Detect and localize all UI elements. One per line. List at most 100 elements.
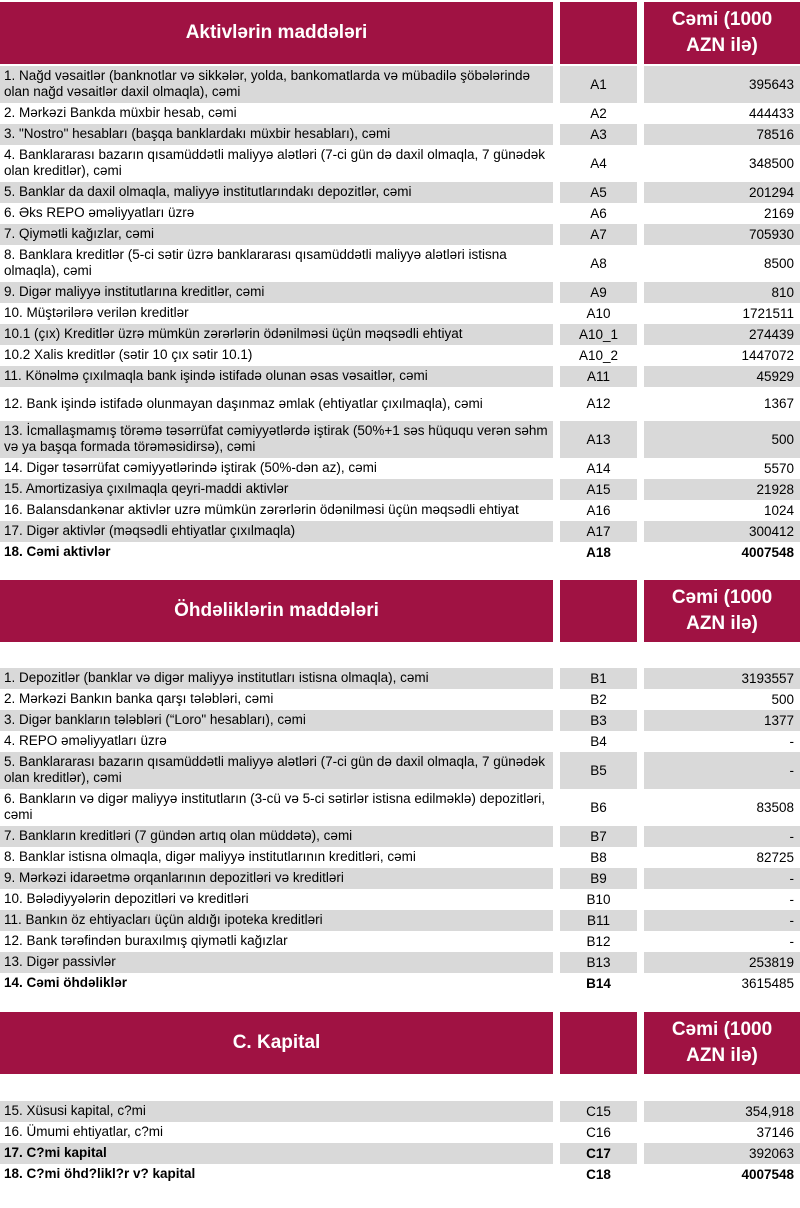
row-value: 4007548 [741, 1166, 794, 1182]
row-value: 500 [644, 420, 800, 458]
table-row: 16. Ümumi ehtiyatlar, c?mi C16 37146 [0, 1122, 800, 1143]
row-label: 16. Balansdankənar aktivlər uzrə mümkün … [4, 502, 519, 518]
row-value: 21928 [644, 478, 800, 500]
row-code: B5 [560, 751, 637, 789]
row-value: 1377 [644, 709, 800, 731]
row-label: 3. Digər bankların tələbləri (“Loro" hes… [0, 709, 553, 731]
row-label: 2. Mərkəzi Bankda müxbir hesab, cəmi [4, 105, 237, 121]
table-row: 8. Banklar istisna olmaqla, digər maliyy… [0, 847, 800, 868]
row-code: C18 [586, 1166, 611, 1182]
row-code: A10_2 [578, 347, 619, 363]
row-code: A1 [560, 66, 637, 103]
row-value: 395643 [644, 66, 800, 103]
row-label: 17. C?mi kapital [0, 1142, 553, 1164]
table-row: 5. Banklararası bazarın qısamüddətli mal… [0, 751, 800, 789]
row-label: 10.2 Xalis kreditlər (sətir 10 çıx sətir… [4, 347, 253, 363]
table-row: 8. Banklara kreditlər (5-ci sətir üzrə b… [0, 245, 800, 282]
row-code: A9 [560, 281, 637, 303]
table-row: 10. Bələdiyyələrin depozitləri və kredit… [0, 889, 800, 910]
row-code: A2 [590, 105, 607, 121]
row-label: 9. Digər maliyyə institutlarına kreditlə… [0, 281, 553, 303]
row-code: B9 [560, 867, 637, 889]
table-row: 3. "Nostro" hesabları (başqa banklardakı… [0, 123, 800, 145]
row-label: 17. Digər aktivlər (məqsədli ehtiyatlar … [0, 520, 553, 542]
row-value: - [644, 825, 800, 847]
row-value: 201294 [644, 181, 800, 203]
row-code: C16 [586, 1124, 611, 1140]
row-code: A4 [590, 155, 607, 171]
row-label: 5. Banklar da daxil olmaqla, maliyyə ins… [0, 181, 553, 203]
table-row: 2. Mərkəzi Bankda müxbir hesab, cəmi A2 … [0, 103, 800, 124]
row-label: 6. Əks REPO əməliyyatları üzrə [4, 205, 195, 221]
row-value: - [644, 751, 800, 789]
capital-unit-header: Cəmi (1000 AZN ilə) [644, 1011, 800, 1074]
row-code: A14 [586, 460, 611, 476]
section-liabilities: Öhdəliklərin maddələri Cəmi (1000 AZN il… [0, 579, 800, 994]
assets-section-title: Aktivlərin maddələri [0, 2, 553, 64]
row-code: A11 [560, 365, 637, 387]
row-label: 1. Depozitlər (banklar və digər maliyyə … [0, 667, 553, 689]
table-row: 4. REPO əməliyyatları üzrə B4 - [0, 731, 800, 752]
row-code: A10_1 [560, 323, 637, 345]
row-value: 82725 [756, 849, 794, 865]
liabilities-rows: 1. Depozitlər (banklar və digər maliyyə … [0, 667, 800, 994]
row-code: B13 [560, 951, 637, 973]
row-code: B3 [560, 709, 637, 731]
table-row: 10.1 (çıx) Kreditlər üzrə mümkün zərərlə… [0, 323, 800, 345]
assets-unit-header: Cəmi (1000 AZN ilə) [644, 2, 800, 64]
row-value: 5570 [763, 460, 794, 476]
row-code: B11 [560, 909, 637, 931]
row-label: 12. Bank işində istifadə olunmayan daşın… [4, 395, 483, 411]
row-value: 8500 [763, 255, 794, 271]
table-row: 10. Müştərilərə verilən kreditlər A10 17… [0, 303, 800, 324]
row-code: C15 [560, 1100, 637, 1122]
row-value: 78516 [644, 123, 800, 145]
row-value: - [644, 867, 800, 889]
row-label: 9. Mərkəzi idarəetmə orqanlarının depozi… [0, 867, 553, 889]
row-value: 274439 [644, 323, 800, 345]
row-code: A16 [586, 502, 611, 518]
row-value: 348500 [748, 155, 794, 171]
row-code: B7 [560, 825, 637, 847]
row-code: B8 [590, 849, 607, 865]
row-value: 1024 [763, 502, 794, 518]
row-value: 83508 [756, 799, 794, 815]
row-label: 7. Bankların kreditləri (7 gündən artıq … [0, 825, 553, 847]
table-row: 3. Digər bankların tələbləri (“Loro" hes… [0, 709, 800, 731]
row-label: 5. Banklararası bazarın qısamüddətli mal… [0, 751, 553, 789]
row-label: 4. REPO əməliyyatları üzrə [4, 733, 167, 749]
row-code: B4 [590, 733, 607, 749]
table-row: 15. Xüsusi kapital, c?mi C15 354,918 [0, 1100, 800, 1122]
row-value: 810 [644, 281, 800, 303]
row-value: - [789, 933, 795, 949]
row-value: 3615485 [741, 975, 794, 991]
assets-header-bar: Aktivlərin maddələri Cəmi (1000 AZN ilə) [0, 2, 800, 64]
row-code: A12 [586, 396, 611, 412]
liabilities-header-bar: Öhdəliklərin maddələri Cəmi (1000 AZN il… [0, 579, 800, 642]
row-label: 13. Digər passivlər [0, 951, 553, 973]
row-label: 11. Bankın öz ehtiyacları üçün aldığı ip… [0, 909, 553, 931]
table-row: 16. Balansdankənar aktivlər uzrə mümkün … [0, 500, 800, 521]
row-label: 13. İcmallaşmamış törəmə təsərrüfat cəmi… [0, 420, 553, 458]
liabilities-section-title: Öhdəliklərin maddələri [0, 579, 553, 642]
row-code: C17 [560, 1142, 637, 1164]
row-label: 15. Amortizasiya çıxılmaqla qeyri-maddi … [0, 478, 553, 500]
row-value: 444433 [748, 105, 794, 121]
capital-header-bar: C. Kapital Cəmi (1000 AZN ilə) [0, 1011, 800, 1074]
table-row: 1. Depozitlər (banklar və digər maliyyə … [0, 667, 800, 689]
row-value: 253819 [644, 951, 800, 973]
row-label: 14. Cəmi öhdəliklər [4, 974, 128, 990]
row-label: 7. Qiymətli kağızlar, cəmi [0, 223, 553, 245]
table-row: 11. Könəlmə çıxılmaqla bank işində istif… [0, 365, 800, 387]
row-value: - [789, 891, 795, 907]
row-label: 14. Digər təsərrüfat cəmiyyətlərində işt… [4, 460, 377, 476]
liabilities-unit-header: Cəmi (1000 AZN ilə) [644, 579, 800, 642]
table-row: 9. Mərkəzi idarəetmə orqanlarının depozi… [0, 867, 800, 889]
table-row: 12. Bank işində istifadə olunmayan daşın… [0, 387, 800, 421]
row-label: 10. Bələdiyyələrin depozitləri və kredit… [4, 890, 249, 906]
row-value: 1721511 [742, 305, 794, 321]
row-code: A7 [560, 223, 637, 245]
row-label: 8. Banklar istisna olmaqla, digər maliyy… [4, 848, 416, 864]
table-row: 14. Digər təsərrüfat cəmiyyətlərində işt… [0, 458, 800, 479]
row-code: A6 [590, 205, 607, 221]
